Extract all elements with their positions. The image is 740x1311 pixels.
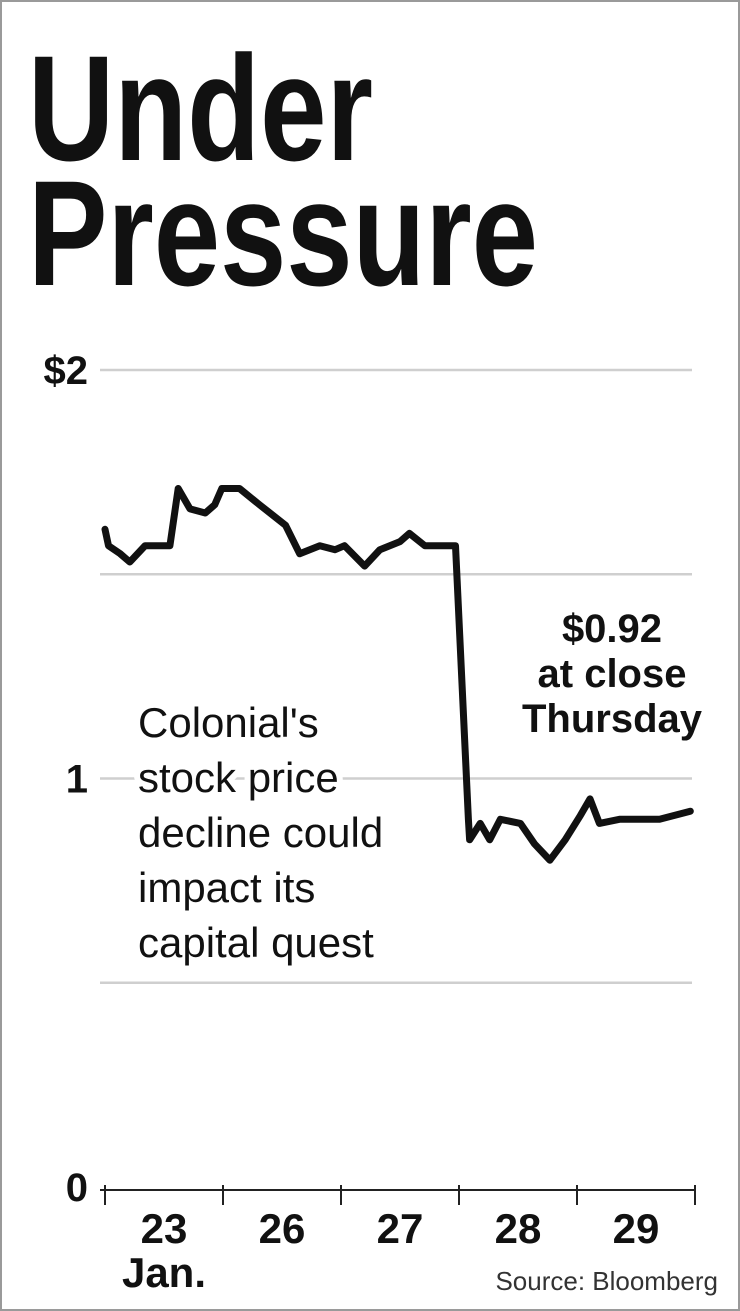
annotation: stock price — [138, 754, 339, 801]
source: Source: Bloomberg — [495, 1266, 718, 1296]
callout: at close — [538, 652, 687, 696]
x-tick-label: 26 — [259, 1205, 306, 1252]
price-line — [101, 485, 694, 864]
callout: Thursday — [522, 697, 703, 741]
annotation: Colonial's — [138, 699, 319, 746]
y-tick-label: 0 — [66, 1166, 88, 1210]
annotation: capital quest — [138, 919, 374, 966]
annotation: impact its — [138, 864, 315, 911]
y-tick-label: 1 — [66, 758, 88, 802]
y-tick-label: $2 — [44, 349, 89, 393]
callout: $0.92 — [562, 607, 662, 651]
x-tick-label: 28 — [495, 1205, 542, 1252]
chart-title: Under — [28, 24, 373, 192]
x-tick-label: 27 — [377, 1205, 424, 1252]
x-category-note: Jan. — [122, 1249, 206, 1296]
annotation: decline could — [138, 809, 383, 856]
x-tick-label: 29 — [613, 1205, 660, 1252]
x-tick-label: 23 — [141, 1205, 188, 1252]
chart-title: Pressure — [28, 149, 538, 317]
